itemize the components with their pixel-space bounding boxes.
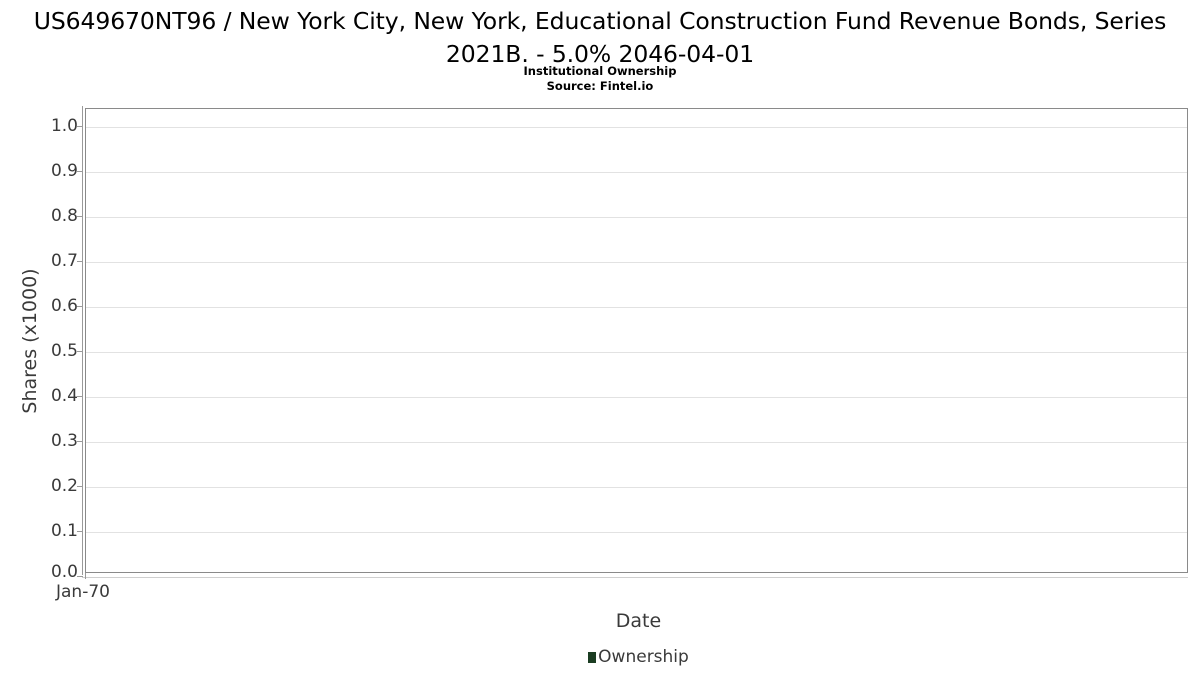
chart-title: US649670NT96 / New York City, New York, … — [33, 7, 1167, 68]
y-axis-spine — [82, 106, 83, 575]
y-tick-mark-0.4 — [77, 396, 83, 397]
gridline-0.7 — [86, 262, 1187, 263]
y-tick-label-0.8: 0.8 — [50, 206, 78, 226]
y-tick-mark-0.9 — [77, 171, 83, 172]
y-tick-mark-0.0 — [77, 576, 83, 577]
y-tick-mark-0.3 — [77, 441, 83, 442]
gridline-0.6 — [86, 307, 1187, 308]
y-tick-mark-0.7 — [77, 261, 83, 262]
y-tick-label-0.2: 0.2 — [50, 476, 78, 496]
series-layer — [86, 109, 1189, 574]
y-tick-label-0.3: 0.3 — [50, 431, 78, 451]
legend-item-ownership[interactable]: Ownership — [588, 647, 689, 667]
x-axis-title: Date — [615, 610, 662, 632]
chart-subtitle-block: Institutional Ownership Source: Fintel.i… — [0, 64, 1200, 94]
gridline-0.9 — [86, 172, 1187, 173]
y-tick-label-0.5: 0.5 — [50, 341, 78, 361]
legend-label-ownership: Ownership — [598, 647, 689, 667]
gridline-0.1 — [86, 532, 1187, 533]
y-tick-mark-0.5 — [77, 351, 83, 352]
x-axis-spine — [82, 577, 1188, 578]
chart-legend: Ownership — [0, 647, 1200, 667]
y-tick-label-0.9: 0.9 — [50, 161, 78, 181]
y-tick-mark-0.8 — [77, 216, 83, 217]
x-tick-label-jan-70: Jan-70 — [56, 582, 110, 602]
gridline-0.3 — [86, 442, 1187, 443]
y-tick-mark-0.2 — [77, 486, 83, 487]
gridline-0.2 — [86, 487, 1187, 488]
gridline-0.4 — [86, 397, 1187, 398]
y-tick-mark-0.6 — [77, 306, 83, 307]
y-tick-label-1.0: 1.0 — [50, 116, 78, 136]
chart-title-block: US649670NT96 / New York City, New York, … — [0, 0, 1200, 71]
y-tick-label-0.4: 0.4 — [50, 386, 78, 406]
gridline-0.5 — [86, 352, 1187, 353]
y-tick-label-0.7: 0.7 — [50, 251, 78, 271]
chart-subtitle: Institutional Ownership — [523, 64, 677, 78]
y-axis-title: Shares (x1000) — [19, 268, 41, 414]
plot-area — [85, 108, 1188, 573]
gridline-0.8 — [86, 217, 1187, 218]
y-tick-label-0.0: 0.0 — [50, 562, 78, 582]
legend-swatch-icon — [588, 651, 597, 663]
y-tick-mark-0.1 — [77, 531, 83, 532]
gridline-1.0 — [86, 127, 1187, 128]
y-tick-label-0.1: 0.1 — [50, 521, 78, 541]
x-tick-mark-jan-70 — [85, 573, 86, 579]
chart-source: Source: Fintel.io — [546, 79, 654, 93]
y-tick-mark-1.0 — [77, 126, 83, 127]
y-tick-label-0.6: 0.6 — [50, 296, 78, 316]
